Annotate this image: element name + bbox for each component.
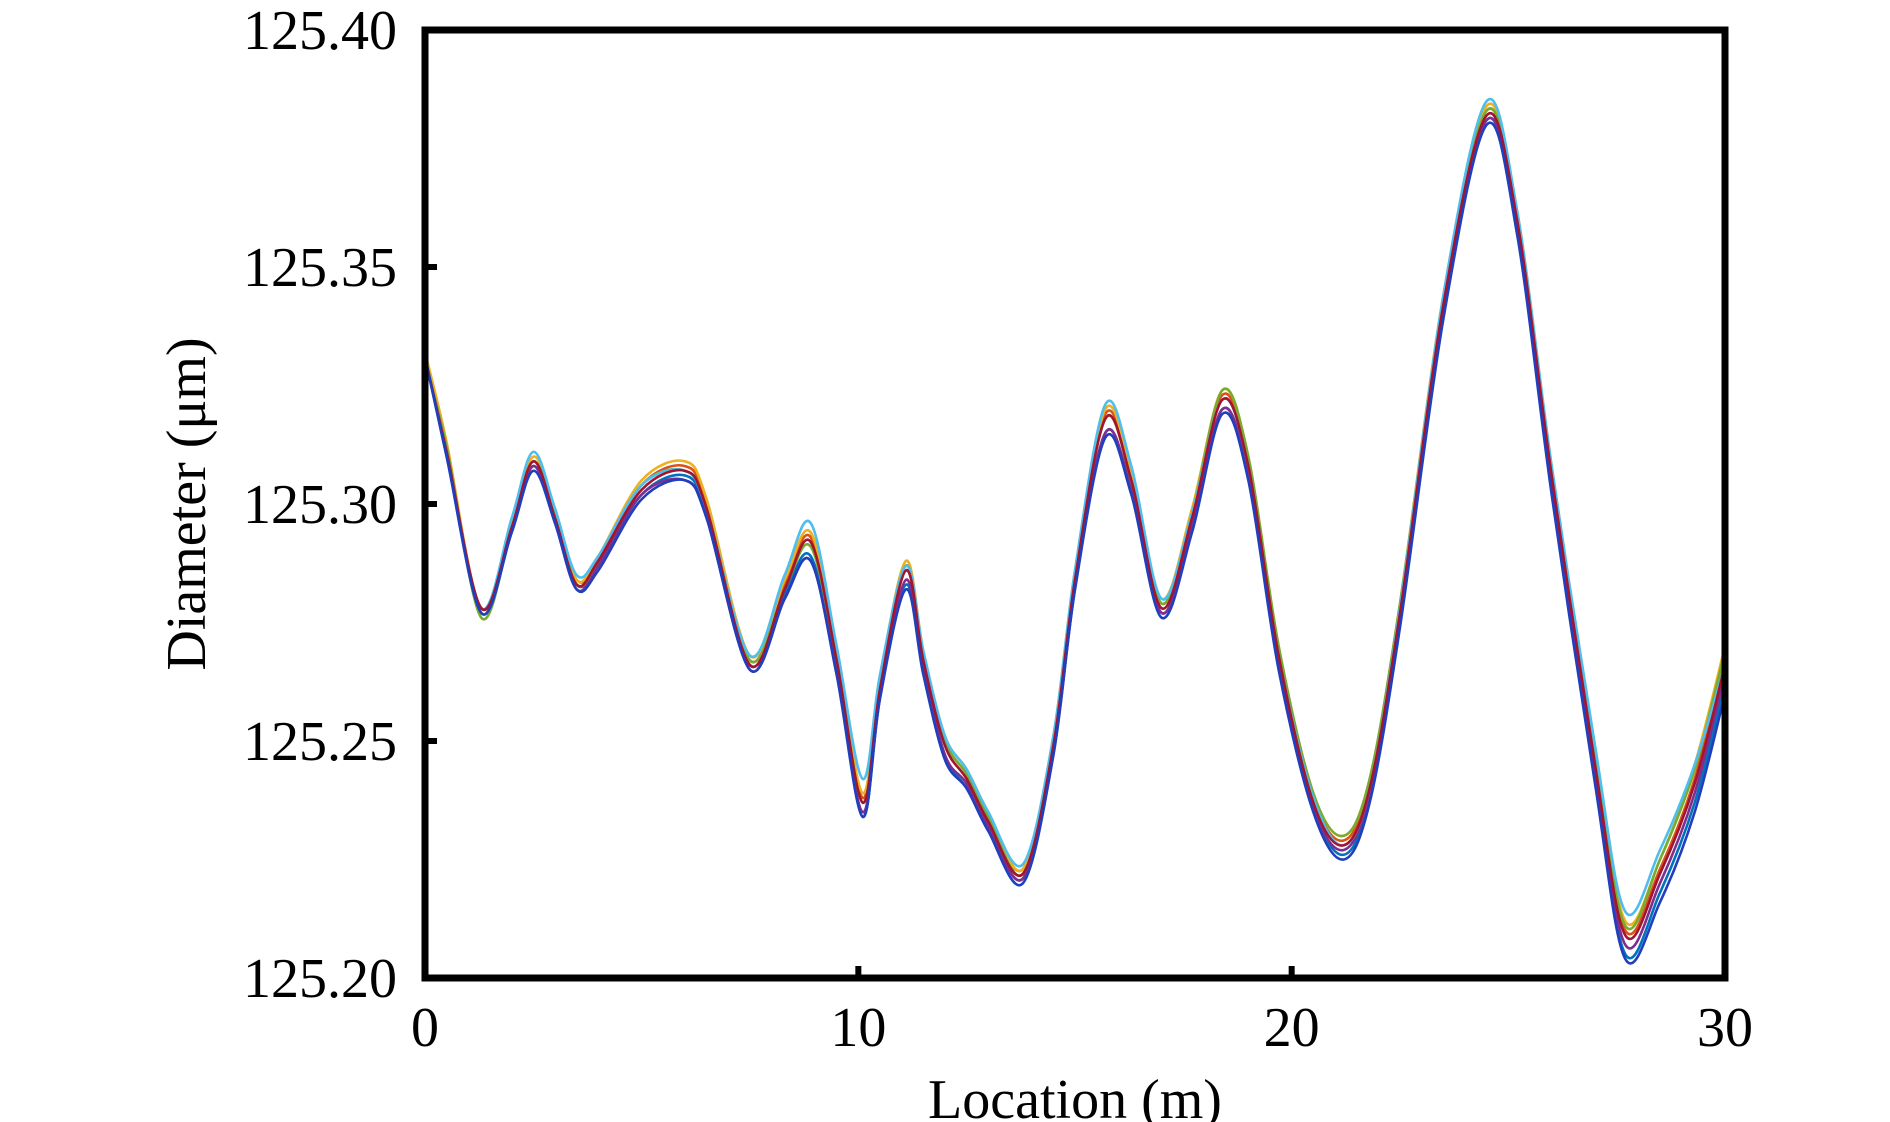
y-tick-label-4: 125.35 (243, 237, 397, 299)
y-axis-label: Diameter (μm) (156, 337, 218, 670)
series-line-6 (423, 97, 1727, 916)
series-line-3 (423, 102, 1727, 926)
tick-layer: 125.20 125.25 125.30 125.35 125.40 0 10 20 30 (243, 0, 1753, 1059)
series-layer (423, 97, 1727, 965)
y-tick-label-5: 125.40 (243, 0, 397, 62)
series-line-1 (423, 116, 1727, 960)
series-line-8 (423, 121, 1727, 965)
x-axis-label: Location (m) (928, 1069, 1222, 1122)
series-line-7 (423, 111, 1727, 940)
x-tick-label-2: 10 (830, 997, 886, 1059)
y-tick-label-1: 125.20 (243, 948, 397, 1010)
x-tick-label-1: 0 (411, 997, 439, 1059)
plot-frame (421, 26, 1729, 982)
y-tick-label-2: 125.25 (243, 711, 397, 773)
x-tick-label-3: 20 (1264, 997, 1320, 1059)
x-tick-label-4: 30 (1697, 997, 1753, 1059)
y-tick-label-3: 125.30 (243, 474, 397, 536)
